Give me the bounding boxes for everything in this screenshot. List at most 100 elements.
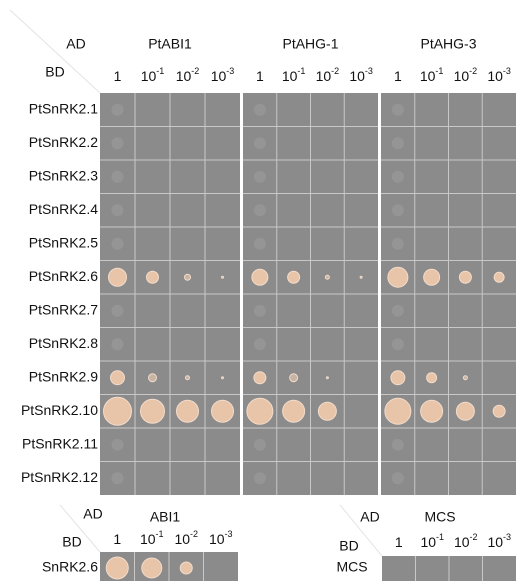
colony	[388, 267, 408, 287]
spot	[392, 439, 404, 451]
dilution-base: 10	[140, 531, 156, 547]
spot	[392, 104, 404, 116]
row-label: PtSnRK2.2	[29, 134, 98, 150]
dilution-exponent: -2	[331, 66, 339, 76]
dilution-label: 10-2	[316, 66, 340, 83]
colony	[326, 377, 328, 379]
dilution-base: 10	[454, 534, 470, 550]
colony	[109, 268, 127, 286]
colony	[222, 276, 224, 278]
dilution-base: 1	[256, 68, 264, 84]
spot	[392, 472, 404, 484]
spot	[254, 338, 266, 350]
spot	[392, 305, 404, 317]
corner-diagonal	[10, 10, 100, 93]
dilution-label: 10-2	[454, 66, 478, 83]
dilution-exponent: -2	[469, 66, 477, 76]
dilution-label: 10-1	[420, 66, 444, 83]
bd-label: BD	[45, 64, 64, 80]
dilution-exponent: -2	[470, 532, 478, 542]
spot	[392, 171, 404, 183]
dilution-label: 10-3	[349, 66, 373, 83]
bd-label: BD	[62, 534, 81, 550]
colony	[104, 397, 132, 425]
dilution-label: 10-3	[487, 532, 511, 549]
dilution-base: 10	[349, 68, 365, 84]
dilution-label: 1	[256, 68, 264, 84]
spot	[392, 338, 404, 350]
colony	[391, 371, 405, 385]
row-label: PtSnRK2.5	[29, 234, 98, 250]
colony	[283, 400, 305, 422]
dilution-base: 10	[487, 68, 503, 84]
bd-label: BD	[339, 538, 358, 554]
dilution-exponent: -1	[297, 66, 305, 76]
row-label: PtSnRK2.10	[21, 402, 98, 418]
row-label: SnRK2.6	[42, 559, 98, 575]
dilution-exponent: -3	[225, 529, 233, 539]
row-label: MCS	[336, 559, 367, 575]
spot	[112, 104, 124, 116]
dilution-base: 10	[454, 68, 470, 84]
dilution-label: 10-1	[140, 529, 164, 546]
colony	[385, 398, 411, 424]
spot	[254, 472, 266, 484]
dilution-base: 10	[487, 534, 503, 550]
dilution-label: 10-3	[209, 529, 233, 546]
dilution-base: 10	[282, 68, 298, 84]
dilution-base: 1	[395, 534, 403, 550]
row-label: PtSnRK2.8	[29, 335, 98, 351]
spot	[112, 439, 124, 451]
dilution-base: 10	[211, 68, 227, 84]
ad-label: AD	[66, 36, 85, 52]
row-label: PtSnRK2.4	[29, 201, 98, 217]
row-label: PtSnRK2.3	[29, 167, 98, 183]
dilution-exponent: -3	[226, 66, 234, 76]
colony	[360, 276, 362, 278]
colony	[427, 373, 437, 383]
spot	[254, 171, 266, 183]
dilution-label: 10-2	[454, 532, 478, 549]
spot	[112, 338, 124, 350]
colony	[177, 400, 199, 422]
dilution-base: 1	[114, 68, 122, 84]
colony	[288, 271, 300, 283]
colony	[147, 271, 159, 283]
dilution-base: 10	[176, 68, 192, 84]
spot	[112, 137, 124, 149]
colony	[424, 269, 440, 285]
dilution-label: 1	[114, 68, 122, 84]
dilution-label: 10-1	[420, 532, 444, 549]
ad-group-label: ABI1	[150, 509, 181, 525]
colony	[106, 557, 128, 579]
spot	[112, 472, 124, 484]
colony	[186, 376, 190, 380]
dilution-base: 1	[394, 68, 402, 84]
dilution-exponent: -3	[503, 66, 511, 76]
ad-group-label: MCS	[424, 509, 455, 525]
spot	[254, 137, 266, 149]
colony	[494, 272, 504, 282]
ad-label: AD	[360, 509, 379, 525]
dilution-label: 1	[395, 534, 403, 550]
dilution-exponent: -2	[190, 529, 198, 539]
colony	[111, 371, 125, 385]
dilution-label: 10-3	[211, 66, 235, 83]
colony	[185, 274, 191, 280]
dilution-label: 10-1	[141, 66, 165, 83]
spot	[254, 238, 266, 250]
dilution-label: 1	[394, 68, 402, 84]
colony	[456, 402, 474, 420]
spot	[112, 238, 124, 250]
dilution-exponent: -3	[365, 66, 373, 76]
colony	[421, 400, 443, 422]
dilution-base: 10	[420, 534, 436, 550]
spot	[254, 439, 266, 451]
dilution-base: 10	[316, 68, 332, 84]
row-label: PtSnRK2.11	[22, 435, 98, 451]
ad-group-label: PtABI1	[148, 36, 192, 52]
spot	[392, 238, 404, 250]
dilution-exponent: -2	[191, 66, 199, 76]
colony	[180, 562, 192, 574]
colony	[142, 558, 162, 578]
